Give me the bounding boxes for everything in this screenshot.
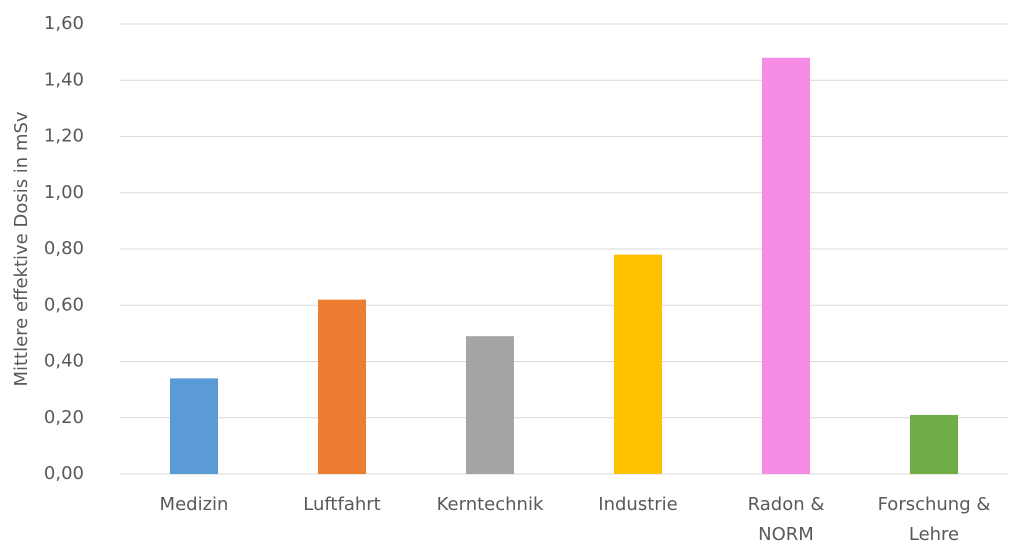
x-tick-label: Kerntechnik	[436, 494, 544, 515]
y-tick-label: 0,00	[44, 463, 84, 484]
bar	[318, 299, 366, 474]
bar	[614, 254, 662, 474]
bar	[910, 414, 958, 474]
x-tick-label: Forschung & Lehre	[877, 494, 991, 545]
y-tick-label: 1,60	[44, 13, 84, 34]
x-tick-label: Luftfahrt	[303, 494, 381, 515]
y-tick-label: 0,60	[44, 294, 84, 315]
bar	[170, 378, 218, 474]
y-tick-label: 1,00	[44, 182, 84, 203]
y-tick-label: 0,80	[44, 238, 84, 259]
bar	[466, 336, 514, 474]
y-tick-label: 0,40	[44, 351, 84, 372]
y-tick-label: 1,40	[44, 69, 84, 90]
bar	[762, 57, 810, 474]
x-tick-label: Medizin	[159, 494, 229, 515]
x-tick-label: Industrie	[598, 494, 678, 515]
y-axis-title: Mittlere effektive Dosis in mSv	[11, 111, 32, 386]
y-tick-label: 0,20	[44, 407, 84, 428]
x-tick-label: Radon & NORM	[747, 494, 825, 545]
y-tick-label: 1,20	[44, 126, 84, 147]
